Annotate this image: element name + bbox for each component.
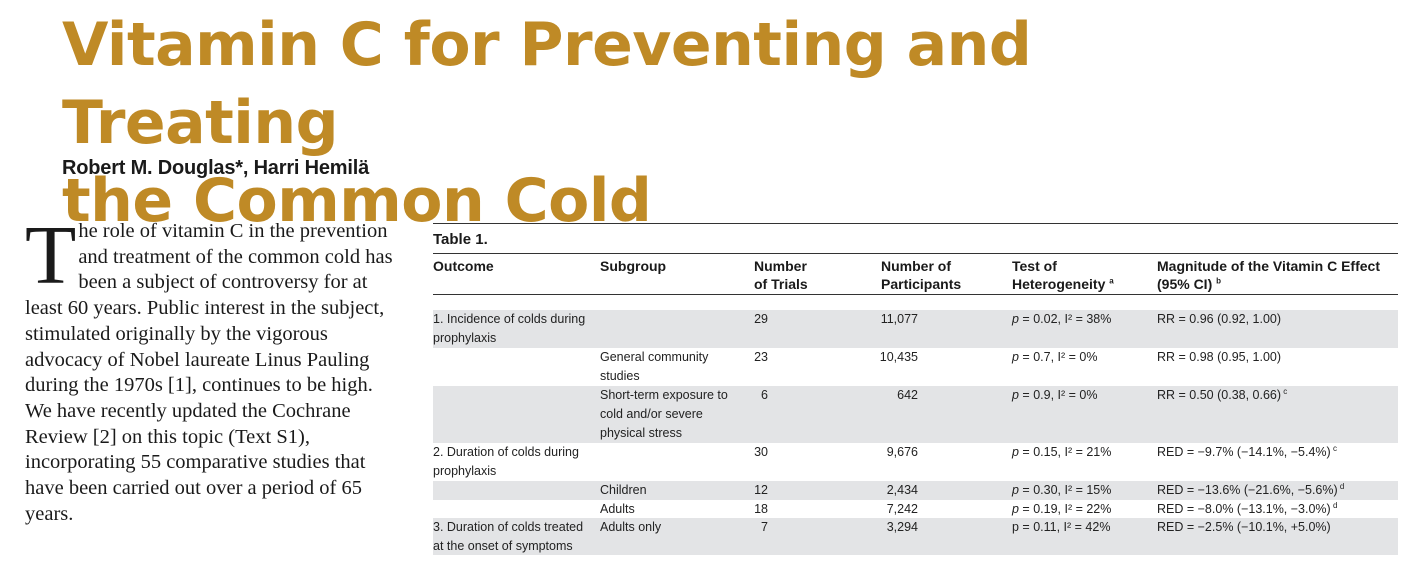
header-effect: Magnitude of the Vitamin C Effect (95% CI… — [1157, 258, 1380, 292]
footnote-marker: b — [1216, 276, 1222, 286]
row-shading — [433, 310, 1398, 348]
cell-heterogeneity: p = 0.19, I² = 22% — [1012, 502, 1112, 516]
cell-trials: 7 — [761, 520, 768, 534]
cell-heterogeneity: p = 0.02, I² = 38% — [1012, 312, 1112, 326]
footnote-marker: d — [1337, 481, 1345, 491]
cell-effect: RED = −2.5% (−10.1%, +5.0%) — [1157, 520, 1331, 534]
author-list: Robert M. Douglas*, Harri Hemilä — [62, 157, 369, 179]
cell-trials: 29 — [754, 312, 768, 326]
table-label: Table 1. — [433, 231, 488, 248]
header-subgroup: Subgroup — [600, 258, 667, 274]
cell-heterogeneity: p = 0.9, I² = 0% — [1012, 388, 1098, 402]
cell-heterogeneity: p = 0.11, I² = 42% — [1012, 520, 1111, 534]
cell-effect: RED = −8.0% (−13.1%, −3.0%) d — [1157, 500, 1338, 516]
cell-participants: 642 — [897, 388, 918, 402]
header-trials: Number of Trials — [754, 258, 808, 292]
cell-effect: RED = −9.7% (−14.1%, −5.4%) c — [1157, 443, 1337, 459]
cell-heterogeneity: p = 0.15, I² = 21% — [1012, 445, 1112, 459]
cell-effect: RED = −13.6% (−21.6%, −5.6%) d — [1157, 481, 1345, 497]
cell-participants: 7,242 — [886, 502, 918, 516]
table-header-rule — [433, 253, 1398, 254]
cell-trials: 30 — [754, 445, 768, 459]
header-heterogeneity: Test of Heterogeneity a — [1012, 258, 1114, 292]
cell-effect: RR = 0.96 (0.92, 1.00) — [1157, 312, 1282, 326]
row-shading — [433, 386, 1398, 443]
title-line-1: Vitamin C for Preventing and Treating — [62, 10, 1032, 158]
article-title: Vitamin C for Preventing and Treating th… — [62, 6, 1262, 240]
cell-participants: 11,077 — [880, 312, 918, 326]
cell-participants: 2,434 — [886, 483, 918, 497]
drop-cap: T — [25, 209, 77, 302]
cell-subgroup: Adults — [600, 502, 635, 516]
cell-heterogeneity: p = 0.7, I² = 0% — [1012, 350, 1098, 364]
cell-trials: 12 — [754, 483, 768, 497]
footnote-marker: c — [1281, 386, 1288, 396]
cell-outcome: 3. Duration of colds treated at the onse… — [433, 520, 584, 553]
cell-participants: 10,435 — [879, 350, 918, 364]
cell-subgroup: Adults only — [600, 520, 662, 534]
cell-heterogeneity: p = 0.30, I² = 15% — [1012, 483, 1112, 497]
cell-subgroup: General community studies — [600, 350, 709, 383]
cell-participants: 9,676 — [886, 445, 918, 459]
header-participants: Number of Participants — [881, 258, 962, 292]
cell-trials: 6 — [761, 388, 768, 402]
cell-trials: 23 — [754, 350, 768, 364]
intro-text: he role of vitamin C in the prevention a… — [25, 220, 393, 525]
footnote-marker: a — [1109, 276, 1114, 286]
cell-participants: 3,294 — [886, 520, 918, 534]
row-shading — [433, 518, 1398, 555]
footnote-marker: c — [1330, 443, 1337, 453]
cell-effect: RR = 0.98 (0.95, 1.00) — [1157, 350, 1282, 364]
title-line-2: the Common Cold — [62, 166, 652, 236]
cell-outcome: 1. Incidence of colds during prophylaxis — [433, 312, 586, 345]
cell-trials: 18 — [754, 502, 768, 516]
table-top-rule — [433, 223, 1398, 224]
header-outcome: Outcome — [433, 258, 494, 274]
table-body-rule — [433, 294, 1398, 295]
cell-outcome: 2. Duration of colds during prophylaxis — [433, 445, 579, 478]
cell-subgroup: Children — [600, 483, 647, 497]
footnote-marker: d — [1330, 500, 1338, 510]
cell-effect: RR = 0.50 (0.38, 0.66) c — [1157, 386, 1288, 402]
cell-subgroup: Short-term exposure to cold and/or sever… — [600, 388, 728, 440]
row-shading — [433, 481, 1398, 500]
